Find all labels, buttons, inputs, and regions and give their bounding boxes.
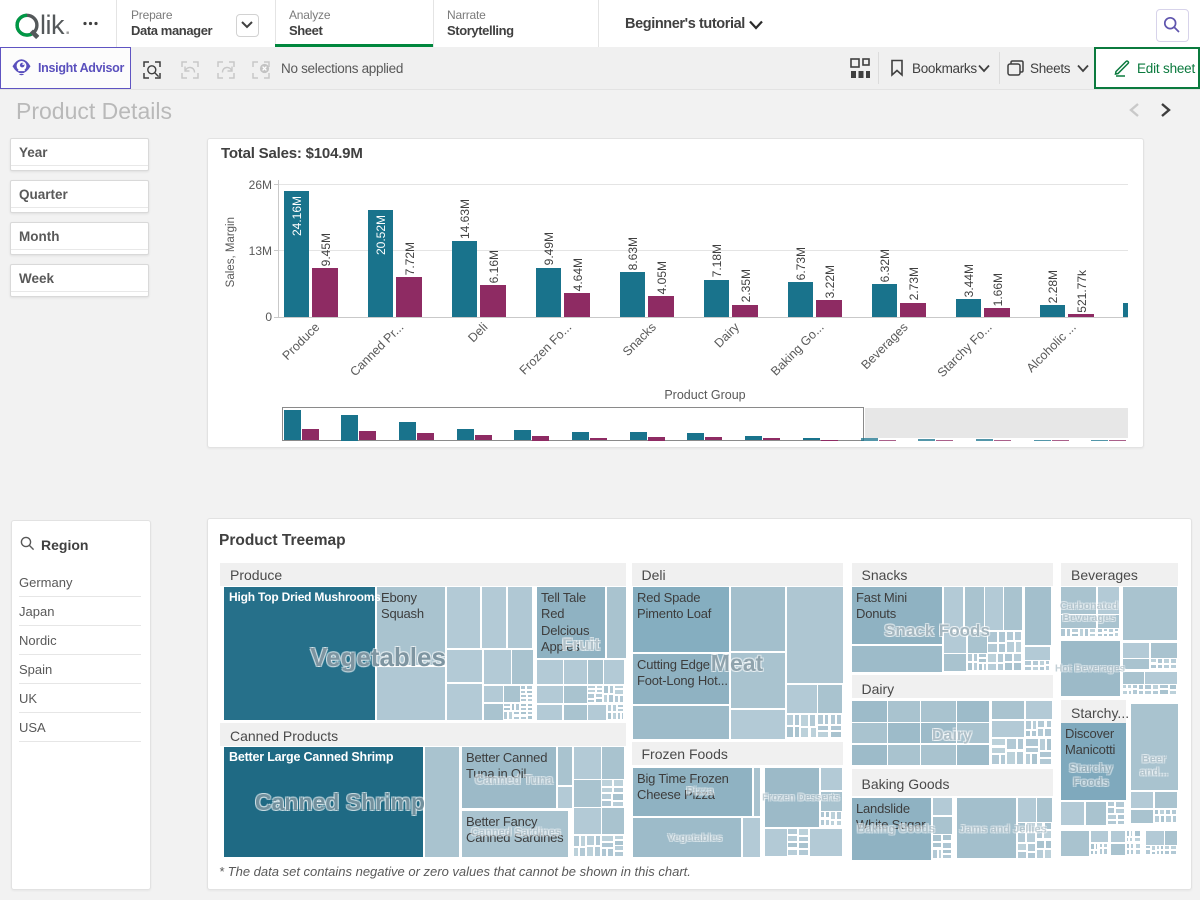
svg-text:lik: lik (40, 10, 65, 40)
